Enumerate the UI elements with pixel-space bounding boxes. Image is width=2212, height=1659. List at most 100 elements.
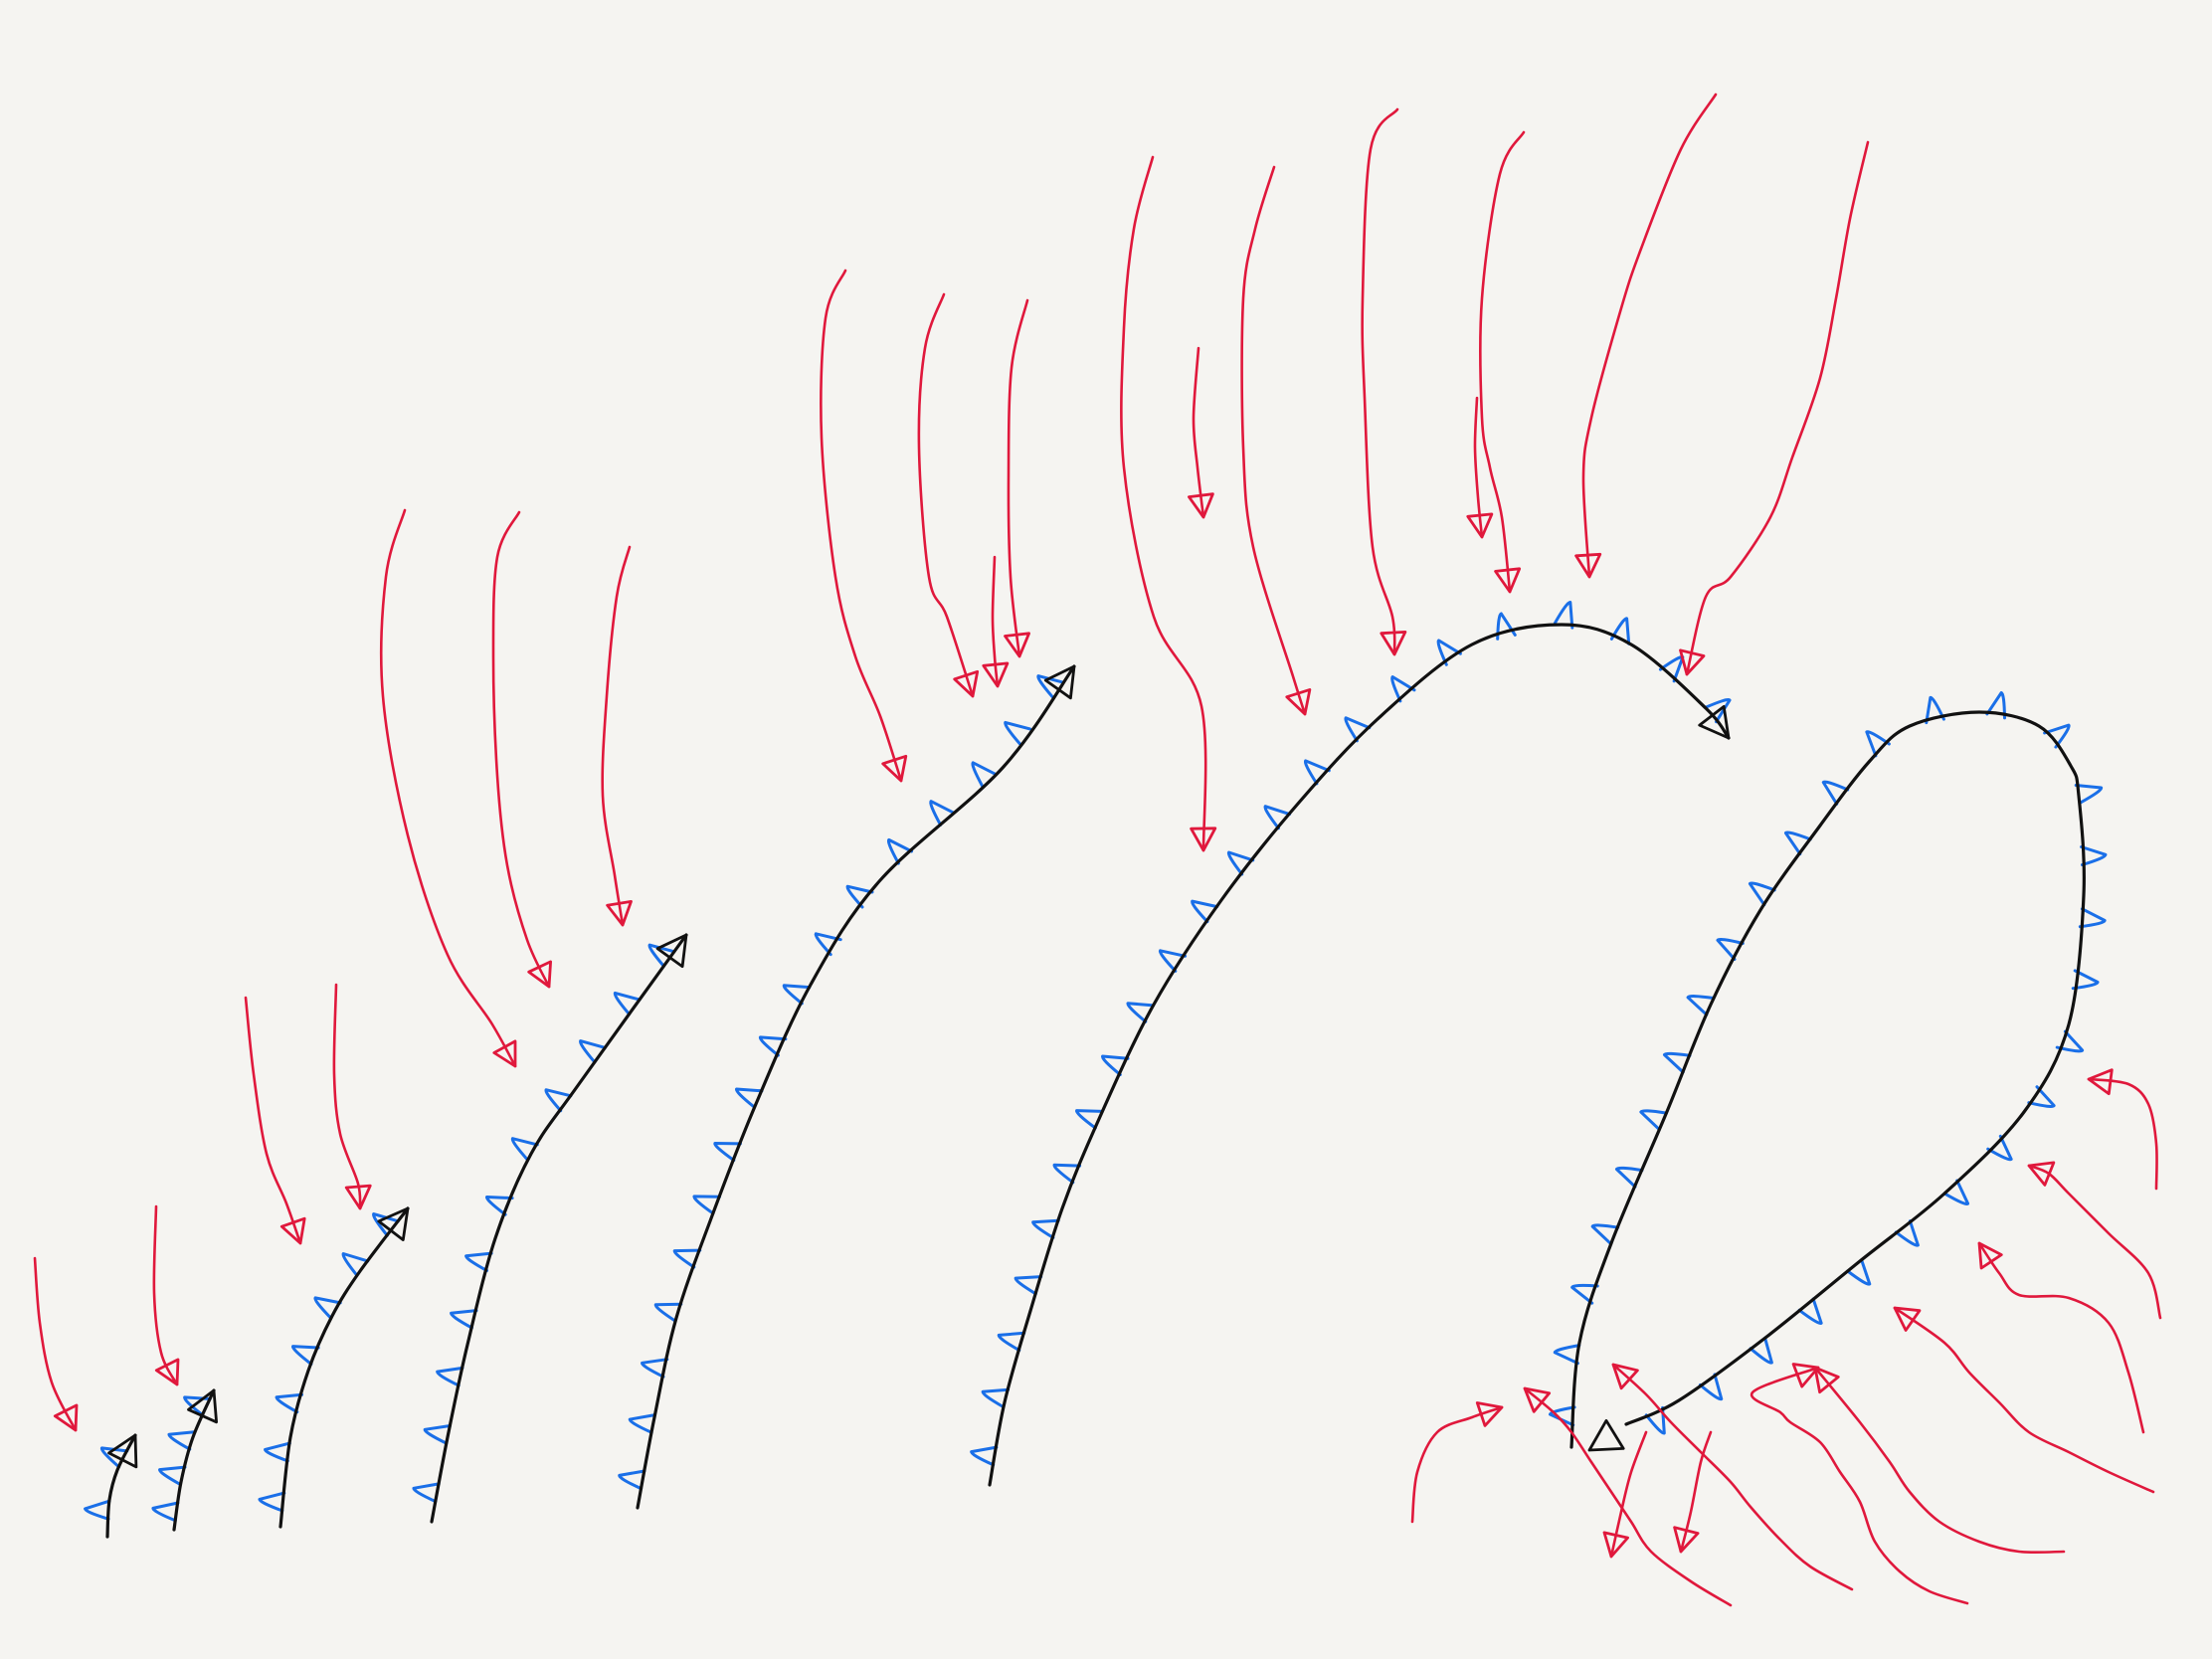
arrowhead-icon [1574, 552, 1602, 579]
tick-mark-icon [981, 1387, 1011, 1408]
incoming-arrow-15 [1581, 92, 1718, 579]
tick-mark-icon [713, 1142, 742, 1163]
tick-mark-icon [1821, 780, 1850, 806]
shadow-line-3 [278, 1206, 410, 1529]
tick-mark-icon [1390, 675, 1416, 703]
tick-mark-icon [2078, 907, 2107, 929]
arrowhead-icon [1698, 705, 1731, 740]
incoming-arrow-14 [1479, 130, 1526, 594]
shadow-line-group [105, 623, 2086, 1539]
tick-mark-icon [1748, 881, 1776, 907]
tick-mark-icon [1553, 1344, 1581, 1366]
arrowhead-icon [1611, 1363, 1639, 1390]
tick-mark-icon [544, 1088, 573, 1113]
incoming-arrow-17 [2087, 1077, 2158, 1191]
tick-mark-icon [692, 1195, 721, 1215]
arrowhead-icon [1494, 567, 1522, 594]
arrowhead-icon [377, 1206, 410, 1241]
tick-mark-icon [1075, 1109, 1104, 1130]
tick-mark-icon [464, 1251, 493, 1272]
arrowhead-icon [2087, 1068, 2114, 1096]
tick-mark-icon [1303, 759, 1331, 786]
incoming-arrow-19 [1977, 1241, 2145, 1434]
tick-mark-icon [970, 1445, 999, 1467]
tick-mark-icon [1797, 1297, 1823, 1325]
tick-mark-icon [997, 1331, 1026, 1353]
tick-mark-icon [1191, 899, 1219, 924]
tick-mark-icon [734, 1087, 764, 1109]
arrowhead-icon [1791, 1363, 1820, 1388]
arrowhead-icon [655, 933, 688, 969]
tick-mark-icon [1686, 995, 1716, 1016]
tick-mark-icon [1100, 1054, 1130, 1076]
arrowhead-icon [953, 669, 980, 698]
arrowhead-icon [344, 1184, 372, 1210]
arrowhead-icon [492, 1039, 517, 1068]
incoming-arrow-3 [244, 996, 302, 1245]
tick-mark-icon [1846, 1258, 1872, 1286]
incoming-arrow-16 [1685, 140, 1870, 676]
incoming-arrow-30 [1473, 396, 1484, 539]
arrowhead-icon [1475, 1401, 1504, 1427]
tick-mark-icon [618, 1469, 646, 1491]
tick-mark-icon [1126, 1002, 1155, 1023]
tick-mark-icon [653, 1302, 683, 1323]
incoming-arrow-23 [1611, 1363, 1854, 1591]
arrowhead-icon [279, 1216, 306, 1245]
arrowhead-icon [107, 1433, 138, 1469]
arrowhead-icon [154, 1358, 180, 1386]
arrowhead-icon [2027, 1161, 2056, 1187]
tick-mark-icon [1570, 1283, 1599, 1305]
incoming-arrow-20 [1893, 1306, 2155, 1494]
incoming-arrow-7 [601, 545, 632, 927]
tick-mark-icon [929, 800, 956, 827]
incoming-arrow-9 [917, 292, 975, 698]
arrowhead-icon [1466, 512, 1494, 539]
incoming-arrow-12 [1240, 165, 1307, 716]
arrowhead-icon [1977, 1241, 2003, 1270]
tick-mark-icon [1031, 1218, 1060, 1239]
tick-mark-icon [1749, 1336, 1773, 1365]
tick-mark-icon [1226, 850, 1255, 876]
tick-mark-icon [436, 1366, 464, 1387]
tick-mark-icon [258, 1491, 286, 1513]
tick-mark-icon [1158, 949, 1188, 973]
arrowhead-icon [881, 754, 908, 783]
arrowhead-icon [1380, 631, 1407, 656]
tick-mark-icon [412, 1482, 441, 1504]
tick-mark-icon [1716, 938, 1745, 961]
shadow-line-7 [1569, 710, 2086, 1449]
incoming-arrow-28 [991, 555, 1000, 688]
arrowhead-icon [1285, 688, 1312, 716]
tick-mark-icon [814, 932, 842, 957]
tick-mark-icon [628, 1413, 656, 1434]
tick-mark-icon [275, 1392, 303, 1414]
tick-mark-icon [484, 1196, 514, 1216]
incoming-arrow-11 [1120, 155, 1207, 852]
tick-mark-icon [1614, 1166, 1644, 1189]
tick-mark-icon [1554, 601, 1574, 630]
incoming-arrow-26 [1679, 1430, 1713, 1554]
arrowhead-icon [606, 900, 633, 927]
arrowhead-icon [1673, 1526, 1700, 1554]
tick-mark-icon [1004, 720, 1032, 746]
tick-mark-icon [613, 991, 642, 1016]
tick-mark-icon [578, 1039, 607, 1064]
tick-mark-icon [1986, 1134, 2013, 1162]
arrowhead-icon [187, 1388, 218, 1424]
shadow-line-5 [636, 664, 1076, 1510]
incoming-arrow-2 [152, 1204, 179, 1386]
arrowhead-icon [1679, 648, 1706, 676]
incoming-arrow-21 [1813, 1366, 2066, 1555]
tick-mark-icon [313, 1296, 342, 1320]
tick-mark-icon [1783, 830, 1812, 856]
incoming-arrow-1 [33, 1256, 78, 1432]
tick-mark-icon [290, 1345, 320, 1366]
tick-mark-icon [99, 1446, 129, 1469]
arrowhead-icon [527, 960, 552, 989]
tick-mark-icon [84, 1499, 111, 1521]
tick-mark-icon [1014, 1275, 1043, 1296]
tick-mark-icon [1704, 698, 1732, 724]
